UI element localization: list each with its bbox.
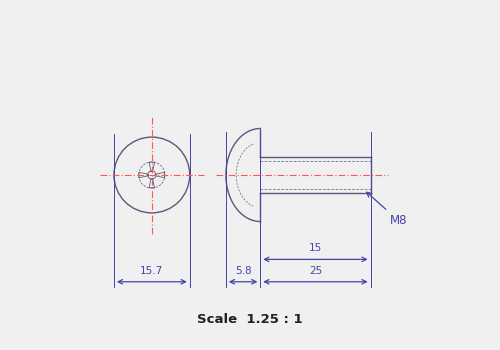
Text: 15: 15 <box>309 243 322 253</box>
Text: 15.7: 15.7 <box>140 266 164 275</box>
Text: 5.8: 5.8 <box>235 266 252 275</box>
Text: 25: 25 <box>309 266 322 275</box>
Text: M8: M8 <box>367 192 407 227</box>
Text: Scale  1.25 : 1: Scale 1.25 : 1 <box>197 313 303 326</box>
